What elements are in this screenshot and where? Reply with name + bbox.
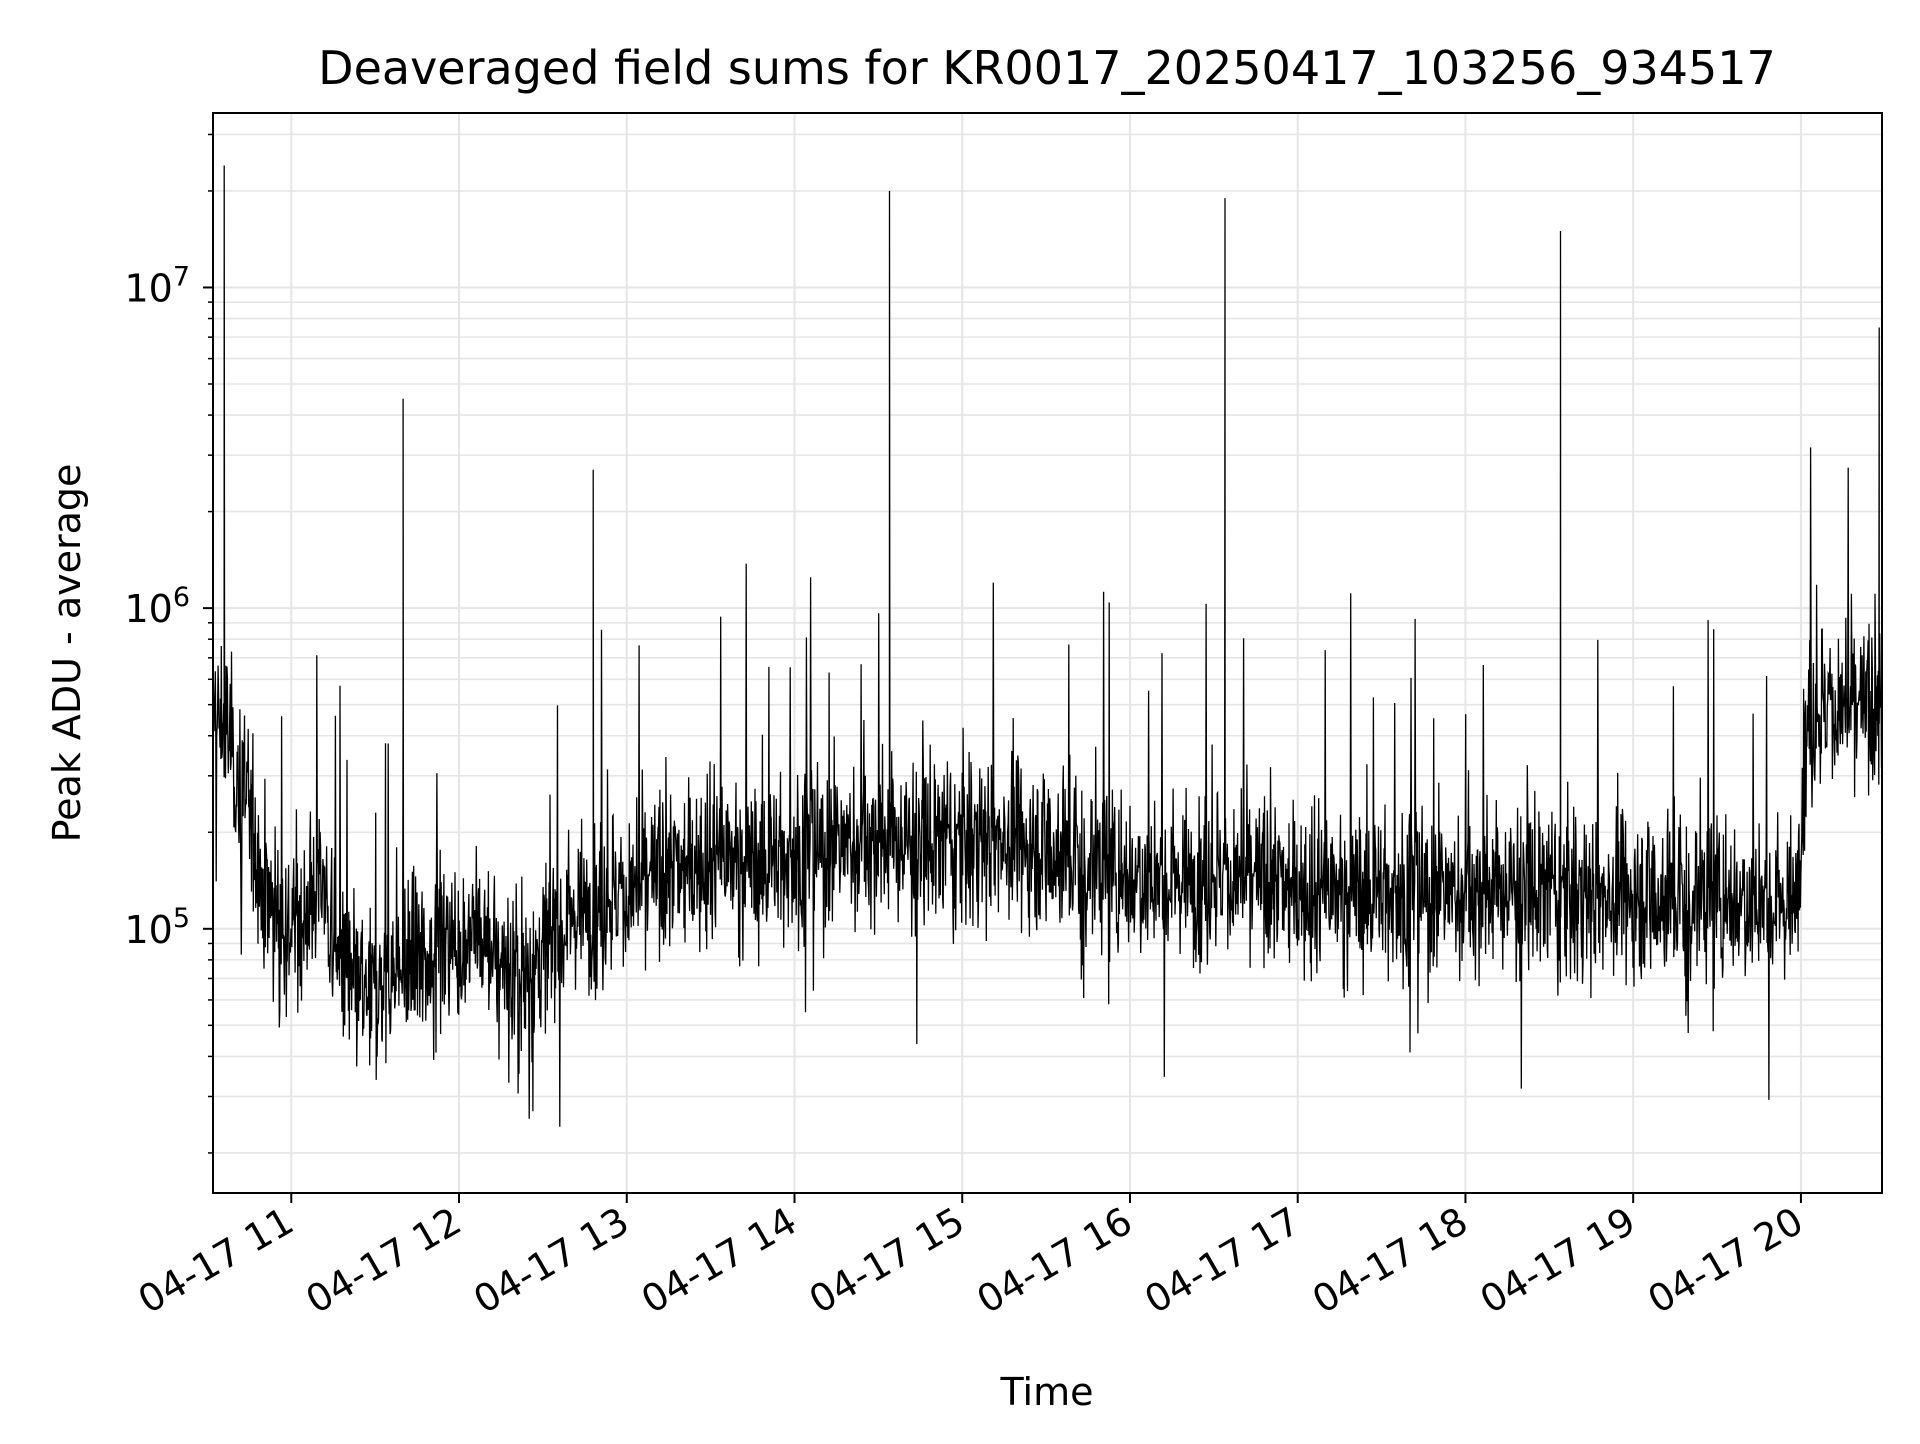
plot-frame bbox=[212, 112, 1883, 1194]
y-tick-label: 105 bbox=[124, 903, 190, 952]
x-axis-label: Time bbox=[1000, 1370, 1094, 1414]
data-layer bbox=[213, 165, 1882, 1127]
y-tick-label: 106 bbox=[124, 582, 190, 631]
series-line bbox=[213, 165, 1882, 1127]
chart-title: Deaveraged field sums for KR0017_2025041… bbox=[318, 41, 1776, 95]
y-tick-label: 107 bbox=[124, 261, 190, 310]
y-axis-label: Peak ADU - average bbox=[45, 464, 89, 843]
